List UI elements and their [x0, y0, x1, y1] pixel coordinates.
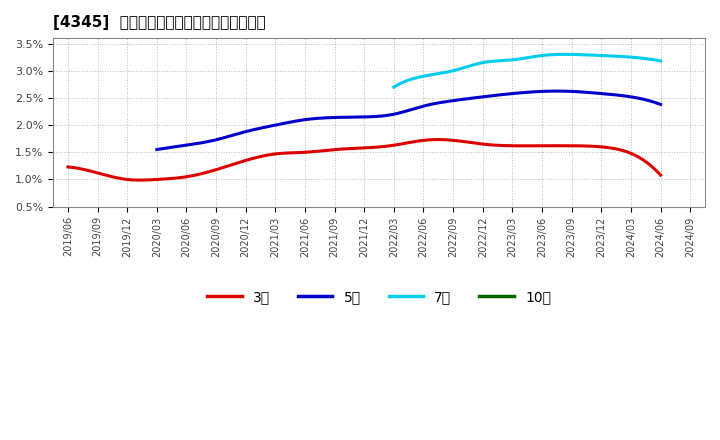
5年 — [611, 92, 619, 98]
3年 — [605, 145, 613, 150]
3年 — [416, 138, 425, 143]
7年 — [390, 84, 399, 89]
Line: 7年: 7年 — [394, 55, 660, 87]
5年 — [153, 147, 161, 152]
7年 — [390, 84, 398, 90]
5年 — [451, 98, 459, 103]
Line: 3年: 3年 — [68, 139, 660, 180]
3年 — [567, 143, 576, 148]
5年 — [656, 102, 665, 107]
Legend: 3年, 5年, 7年, 10年: 3年, 5年, 7年, 10年 — [202, 284, 557, 309]
5年 — [461, 96, 469, 102]
3年 — [434, 137, 443, 142]
Text: [4345]  経常利益マージンの標準偏差の推移: [4345] 経常利益マージンの標準偏差の推移 — [53, 15, 266, 30]
5年 — [154, 147, 163, 152]
3年 — [135, 177, 143, 183]
3年 — [418, 138, 427, 143]
7年 — [656, 59, 665, 64]
5年 — [579, 89, 588, 95]
Line: 5年: 5年 — [157, 91, 660, 150]
5年 — [554, 88, 562, 94]
7年 — [632, 55, 641, 60]
7年 — [547, 52, 556, 57]
7年 — [549, 52, 557, 57]
7年 — [615, 54, 624, 59]
7年 — [561, 52, 570, 57]
3年 — [656, 172, 665, 178]
5年 — [452, 98, 461, 103]
3年 — [428, 137, 437, 142]
7年 — [553, 52, 562, 57]
3年 — [66, 165, 74, 170]
3年 — [63, 164, 72, 169]
